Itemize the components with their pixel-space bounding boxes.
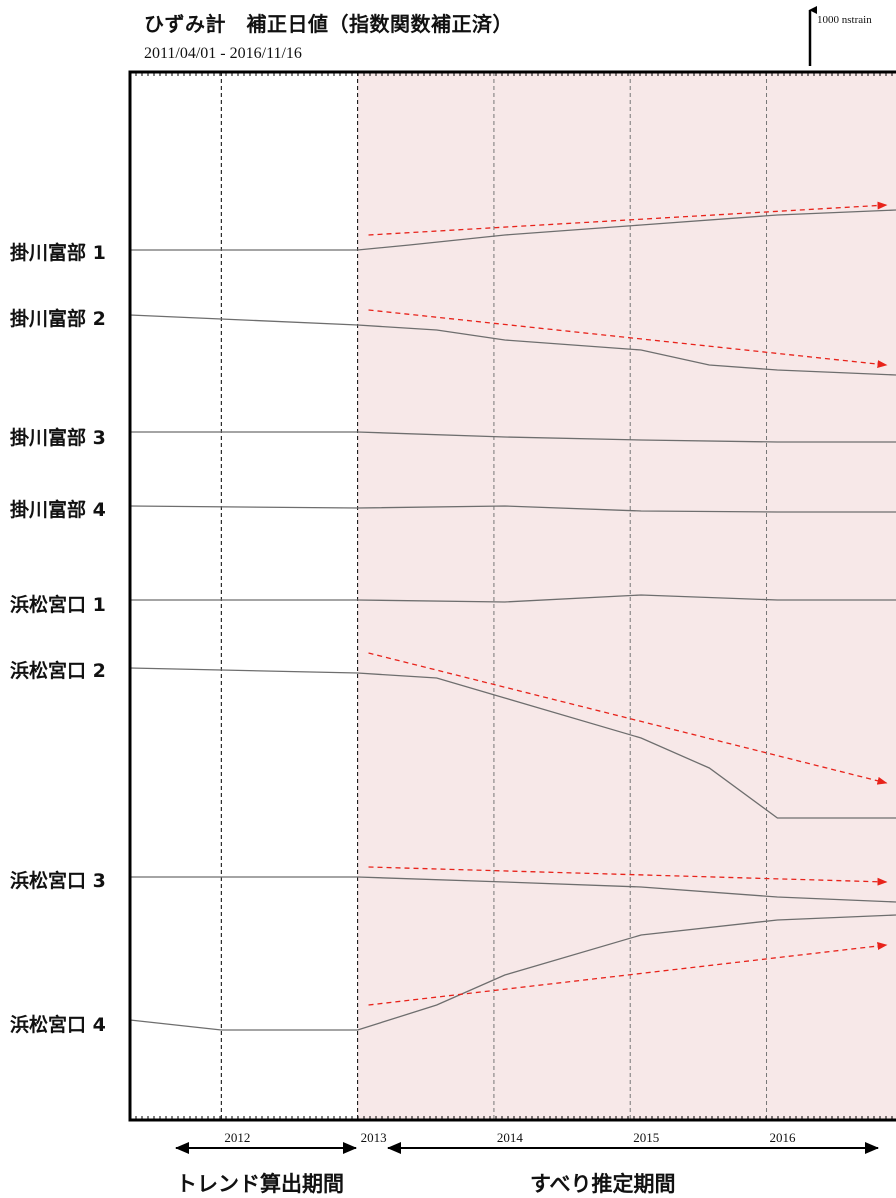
trace-7 bbox=[130, 876, 896, 903]
trend-arrow-6 bbox=[368, 652, 888, 785]
trend-period-label: トレンド算出期間 bbox=[176, 1172, 344, 1196]
x-tick-label-2014: 2014 bbox=[496, 1130, 523, 1145]
trace-2 bbox=[129, 314, 896, 376]
trace-6 bbox=[129, 667, 896, 819]
x-tick-label-2012: 2012 bbox=[224, 1130, 251, 1145]
station-label-3: 掛川富部 3 bbox=[10, 427, 106, 449]
station-label-8: 浜松宮口 4 bbox=[10, 1014, 106, 1036]
scale-bar-label: 1000 nstrain bbox=[817, 14, 872, 26]
x-tick-label-2013: 2013 bbox=[360, 1130, 387, 1145]
x-tick-label-2016: 2016 bbox=[769, 1130, 796, 1145]
x-tick-label-2015: 2015 bbox=[633, 1130, 660, 1145]
station-label-1: 掛川富部 1 bbox=[10, 242, 106, 264]
trend-arrow-1 bbox=[368, 201, 888, 236]
station-label-4: 掛川富部 4 bbox=[10, 499, 106, 521]
trend-arrow-8 bbox=[368, 942, 888, 1006]
slip-period-label: すべり推定期間 bbox=[530, 1172, 676, 1196]
date-range-label: 2011/04/01 - 2016/11/16 bbox=[144, 45, 302, 62]
station-label-7: 浜松宮口 3 bbox=[10, 870, 106, 892]
trace-3 bbox=[130, 431, 896, 443]
station-label-5: 浜松宮口 1 bbox=[10, 594, 106, 616]
station-label-6: 浜松宮口 2 bbox=[10, 660, 106, 682]
trace-4 bbox=[129, 505, 896, 513]
chart-title: ひずみ計 補正日値（指数関数補正済） bbox=[144, 12, 513, 36]
station-label-2: 掛川富部 2 bbox=[10, 308, 106, 330]
trace-8 bbox=[129, 914, 896, 1031]
trend-arrow-2 bbox=[368, 309, 888, 369]
trace-5 bbox=[130, 594, 896, 603]
trace-1 bbox=[130, 209, 896, 251]
